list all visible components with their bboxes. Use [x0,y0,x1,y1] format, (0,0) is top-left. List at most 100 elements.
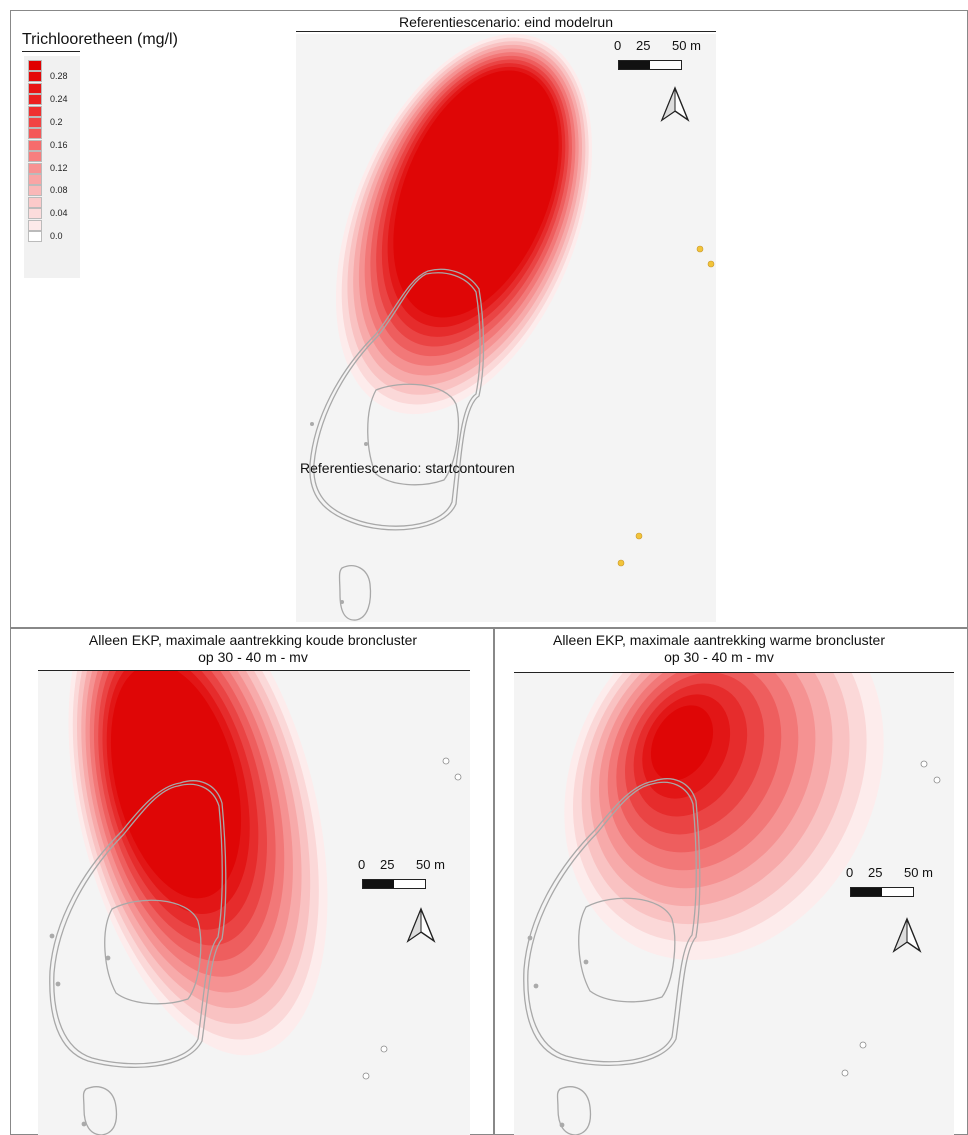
legend-swatch [28,94,42,106]
legend-swatch [28,71,42,83]
scale-tick-50: 50 m [672,38,701,53]
legend-swatch [28,231,42,242]
north-arrow-icon [892,917,922,953]
legend-swatch [28,174,42,185]
legend-class: 0.08 [28,185,88,197]
legend-title: Trichlooretheen (mg/l) [22,31,178,48]
legend-title-underline [22,51,80,52]
outer-contour [49,780,227,1069]
legend-swatch [28,128,42,140]
small-contour [338,565,372,621]
concentration-plume [68,671,328,1056]
legend-swatch [28,185,42,197]
legend-class [28,174,88,185]
scale-tick-25: 25 [636,38,651,53]
outer-contour [309,268,485,531]
north-arrow-icon [660,86,690,122]
top-panel-title-rule [296,31,716,32]
outer-contour-2 [313,272,481,527]
legend-swatch [28,105,42,117]
monitoring-points [527,935,589,1128]
well-markers [617,245,715,567]
legend-label: 0.12 [50,162,68,173]
legend-class: 0.04 [28,208,88,220]
scale-bar-graphic [850,887,914,897]
legend-swatch [28,117,42,128]
legend-swatch [28,162,42,174]
legend-class [28,60,88,71]
legend-label: 0.24 [50,94,68,105]
well-markers [362,757,462,1080]
scale-tick-0: 0 [614,38,622,53]
scale-bar-graphic [618,60,682,70]
legend-class [28,151,88,163]
start-contour-label: Referentiescenario: startcontouren [300,460,515,476]
legend-swatch [28,60,42,71]
plume-contour-band [650,705,714,781]
start-contours [523,778,701,1135]
legend-swatch [28,82,42,94]
legend-class: 0.28 [28,71,88,83]
legend: Trichlooretheen (mg/l) 0.28 0.24 0.2 0.16 0.… [22,30,178,278]
scale-bar-bottom-left: 0 25 50 m [358,857,445,889]
monitoring-points [49,933,111,1127]
start-contours [309,268,485,621]
legend-class [28,82,88,94]
legend-swatch [28,196,42,208]
plume-contour-band [393,70,559,318]
legend-swatch [28,219,42,231]
bottom-right-title-line1: Alleen EKP, maximale aantrekking warme b… [552,632,885,648]
scale-tick-50: 50 m [416,857,445,872]
top-map-canvas [309,34,715,621]
outer-contour-2 [527,781,697,1063]
scale-tick-50: 50 m [904,865,933,880]
plume-contour-band [110,671,242,899]
legend-class: 0.2 [28,117,88,128]
scale-tick-0: 0 [358,857,366,872]
monitoring-points [310,422,368,604]
legend-swatch [28,139,42,151]
legend-label: 0.28 [50,71,68,82]
bottom-left-title-line1: Alleen EKP, maximale aantrekking koude b… [88,632,418,648]
bottom-right-map-canvas [523,673,941,1135]
bottom-left-map-canvas [49,671,462,1135]
legend-label: 0.0 [50,231,63,241]
inner-contour [104,899,202,1005]
bottom-left-map[interactable]: 0 25 50 m [38,671,470,1135]
legend-class: 0.24 [28,94,88,106]
well-markers [841,760,941,1077]
outer-contour-2 [53,783,223,1065]
legend-label: 0.08 [50,185,68,196]
scale-tick-0: 0 [846,865,854,880]
legend-class [28,219,88,231]
scale-bar-top: 0 25 50 m [614,38,701,70]
scale-bar-bottom-right: 0 25 50 m [846,865,933,897]
outer-contour [523,778,701,1067]
legend-class [28,105,88,117]
scale-tick-25: 25 [868,865,883,880]
small-contour [82,1086,118,1135]
bottom-right-map[interactable]: 0 25 50 m [514,673,954,1135]
legend-class [28,196,88,208]
legend-class: 0.16 [28,139,88,151]
concentration-plume [564,673,884,960]
inner-contour [367,383,459,486]
legend-class [28,128,88,140]
legend-swatch [28,151,42,163]
scale-tick-25: 25 [380,857,395,872]
legend-swatch [28,208,42,220]
legend-label: 0.04 [50,208,68,219]
top-map[interactable]: Referentiescenario: startcontouren 0 25 … [296,34,716,622]
scale-bar-graphic [362,879,426,889]
legend-class: 0.12 [28,162,88,174]
north-arrow-icon [406,907,436,943]
top-panel-title: Referentiescenario: eind modelrun [398,14,613,30]
legend-label: 0.16 [50,139,68,150]
concentration-plume [335,34,593,415]
legend-label: 0.2 [50,117,63,127]
start-contours [49,780,227,1135]
bottom-right-title-line2: op 30 - 40 m - mv [664,649,774,665]
small-contour [556,1086,592,1135]
legend-color-ramp: 0.28 0.24 0.2 0.16 0.12 0.08 0.04 0.0 [24,56,80,278]
inner-contour [578,897,676,1003]
